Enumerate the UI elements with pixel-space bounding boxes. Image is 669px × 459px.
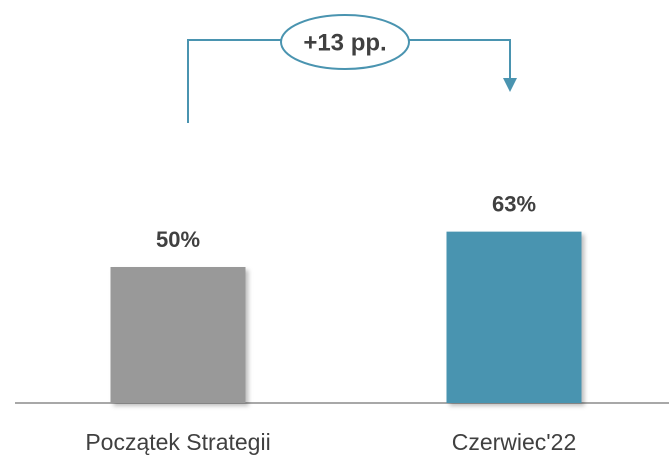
arrow-head xyxy=(503,78,517,92)
x-tick-label: Początek Strategii xyxy=(85,429,270,455)
bar xyxy=(446,231,582,403)
bar xyxy=(110,267,246,403)
data-label: 50% xyxy=(156,227,200,252)
x-tick-label: Czerwiec'22 xyxy=(452,429,577,455)
annotation-bubble xyxy=(280,14,410,70)
annotation: +13 pp. xyxy=(303,29,386,56)
data-label: 63% xyxy=(492,191,536,216)
